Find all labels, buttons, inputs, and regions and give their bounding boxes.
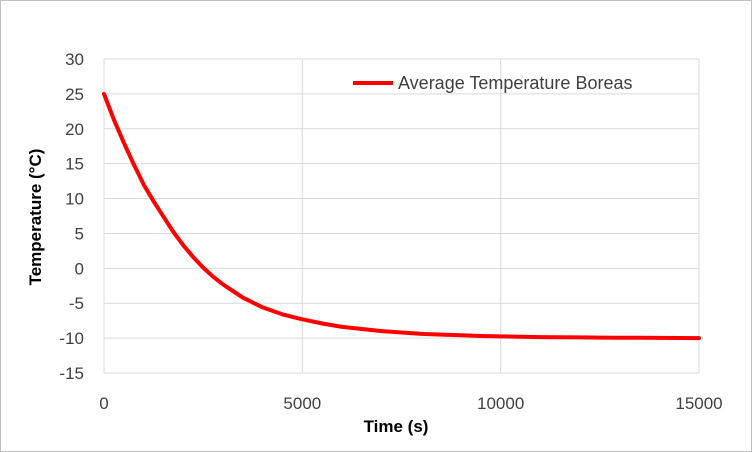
y-tick-label: 15	[65, 155, 84, 174]
x-tick-label: 5000	[283, 394, 321, 413]
grid-layer	[103, 58, 700, 374]
x-tick-label: 10000	[477, 394, 524, 413]
y-tick-label: 30	[65, 50, 84, 69]
legend-label: Average Temperature Boreas	[398, 73, 632, 93]
series-line-0	[102, 91, 701, 341]
y-tick-label: 10	[65, 190, 84, 209]
y-tick-label: 20	[65, 120, 84, 139]
series-layer	[102, 91, 701, 341]
x-tick-label: 15000	[675, 394, 722, 413]
y-tick-label: -10	[59, 329, 84, 348]
y-tick-label: -15	[59, 364, 84, 383]
x-tick-label: 0	[99, 394, 108, 413]
y-tick-label: 0	[75, 259, 84, 278]
y-tick-label: -5	[69, 294, 84, 313]
x-axis-title: Time (s)	[364, 417, 429, 436]
y-axis-title: Temperature (°C)	[26, 149, 45, 286]
legend: Average Temperature Boreas	[353, 73, 632, 93]
y-tick-label: 5	[75, 224, 84, 243]
y-tick-label: 25	[65, 85, 84, 104]
axis-layer: 30 25 20 15 10 5 0 -5 -10 -15 0 5000 10000 15000	[59, 50, 722, 413]
